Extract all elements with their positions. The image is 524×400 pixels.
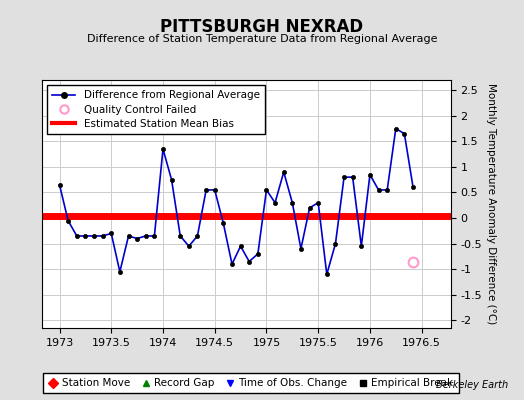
Text: PITTSBURGH NEXRAD: PITTSBURGH NEXRAD: [160, 18, 364, 36]
Y-axis label: Monthly Temperature Anomaly Difference (°C): Monthly Temperature Anomaly Difference (…: [486, 83, 496, 325]
Legend: Station Move, Record Gap, Time of Obs. Change, Empirical Break: Station Move, Record Gap, Time of Obs. C…: [43, 373, 459, 394]
Text: Berkeley Earth: Berkeley Earth: [436, 380, 508, 390]
Text: Difference of Station Temperature Data from Regional Average: Difference of Station Temperature Data f…: [87, 34, 437, 44]
